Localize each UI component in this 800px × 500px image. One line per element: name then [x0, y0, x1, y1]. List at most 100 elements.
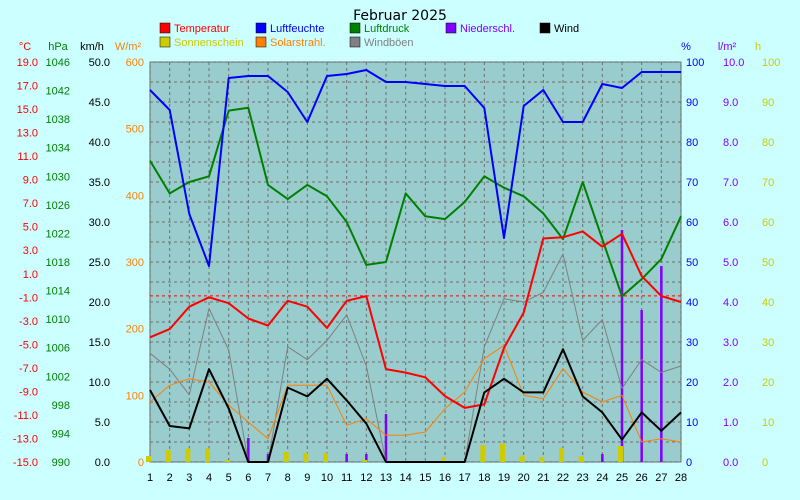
- tick-label-temp: 3.0: [23, 245, 38, 257]
- tick-label-sun: 80: [762, 137, 774, 149]
- tick-label-wind: 10.0: [89, 377, 110, 389]
- legend-label: Sonnenschein: [174, 37, 244, 49]
- x-tick-label: 10: [321, 472, 333, 484]
- tick-label-hum: 30: [686, 337, 698, 349]
- tick-label-temp: 19.0: [17, 57, 38, 69]
- tick-label-sun: 70: [762, 177, 774, 189]
- legend-swatch: [159, 36, 171, 48]
- tick-label-rain: 2.0: [723, 377, 738, 389]
- bar-sonnenschein: [480, 445, 486, 462]
- tick-label-sun: 40: [762, 297, 774, 309]
- x-tick-label: 6: [245, 472, 251, 484]
- legend-label: Windböen: [364, 37, 414, 49]
- x-tick-label: 24: [596, 472, 608, 484]
- tick-label-rain: 1.0: [723, 417, 738, 429]
- bar-niederschl: [620, 230, 624, 462]
- tick-label-press: 1018: [46, 257, 70, 269]
- tick-label-solar: 0: [138, 457, 144, 469]
- tick-label-solar: 400: [126, 190, 144, 202]
- bar-niederschl: [365, 454, 368, 462]
- bar-sonnenschein: [303, 453, 309, 462]
- series-line-wind: [149, 348, 682, 463]
- tick-label-press: 1010: [46, 314, 70, 326]
- tick-label-temp: 1.0: [23, 269, 38, 281]
- bar-sonnenschein: [500, 443, 505, 462]
- tick-label-press: 1026: [46, 200, 70, 212]
- bar-sonnenschein: [185, 448, 191, 462]
- legend-label: Solarstrahl.: [270, 37, 326, 49]
- tick-label-press: 1046: [46, 57, 70, 69]
- tick-label-sun: 10: [762, 417, 774, 429]
- x-tick-label: 16: [439, 472, 451, 484]
- x-tick-label: 17: [459, 472, 471, 484]
- axis-unit-sun: h: [755, 41, 761, 53]
- tick-label-sun: 0: [762, 457, 768, 469]
- tick-label-temp: 13.0: [17, 128, 38, 140]
- axis-unit-temp: °C: [19, 41, 31, 53]
- tick-label-press: 990: [52, 457, 70, 469]
- x-tick-label: 15: [419, 472, 431, 484]
- tick-label-hum: 80: [686, 137, 698, 149]
- x-tick-label: 26: [636, 472, 648, 484]
- bar-niederschl: [660, 266, 663, 462]
- tick-label-press: 1038: [46, 114, 70, 126]
- legend-label: Temperatur: [174, 23, 230, 35]
- bar-sonnenschein: [165, 450, 171, 462]
- tick-label-press: 998: [52, 400, 70, 412]
- chart-title: Februar 2025: [353, 8, 447, 24]
- bar-sonnenschein: [224, 460, 230, 462]
- x-tick-label: 28: [675, 472, 687, 484]
- axis-unit-solar: W/m²: [115, 41, 142, 53]
- tick-label-temp: -1.0: [19, 292, 38, 304]
- x-tick-label: 12: [360, 472, 372, 484]
- bar-niederschl: [266, 454, 270, 462]
- x-tick-label: 1: [147, 472, 153, 484]
- tick-label-wind: 45.0: [89, 97, 110, 109]
- tick-label-hum: 40: [686, 297, 698, 309]
- tick-label-rain: 3.0: [723, 337, 738, 349]
- bar-sonnenschein: [441, 457, 446, 462]
- tick-label-sun: 60: [762, 217, 774, 229]
- x-tick-label: 11: [341, 472, 352, 484]
- tick-label-sun: 30: [762, 337, 774, 349]
- tick-label-temp: -11.0: [14, 410, 38, 422]
- series-line-solarstrahl: [149, 344, 682, 443]
- tick-label-temp: -7.0: [19, 363, 38, 375]
- x-tick-label: 27: [655, 472, 667, 484]
- bar-sonnenschein: [559, 448, 564, 462]
- tick-label-press: 1006: [46, 343, 70, 355]
- tick-label-press: 1014: [46, 286, 70, 298]
- series-line-temperatur: [149, 230, 682, 409]
- tick-label-press: 1042: [46, 86, 70, 98]
- legend-swatch: [255, 22, 267, 34]
- tick-label-press: 1034: [46, 143, 70, 155]
- tick-label-hum: 60: [686, 217, 698, 229]
- tick-label-wind: 35.0: [89, 177, 110, 189]
- bar-niederschl: [345, 454, 348, 462]
- tick-label-sun: 100: [762, 57, 780, 69]
- tick-label-sun: 50: [762, 257, 774, 269]
- legend-swatch: [349, 22, 361, 34]
- x-tick-label: 20: [518, 472, 530, 484]
- bar-sonnenschein: [539, 457, 545, 462]
- tick-label-temp: -15.0: [13, 457, 38, 469]
- legend-swatch: [349, 36, 361, 48]
- bar-sonnenschein: [146, 456, 151, 462]
- tick-label-wind: 25.0: [89, 257, 110, 269]
- grid: [149, 61, 682, 463]
- tick-label-rain: 6.0: [723, 217, 738, 229]
- x-tick-label: 3: [186, 472, 192, 484]
- legend-label: Luftfeuchte: [270, 23, 324, 35]
- series-line-luftdruck: [149, 106, 682, 298]
- x-tick-label: 19: [498, 472, 510, 484]
- x-tick-label: 14: [400, 472, 412, 484]
- bar-niederschl: [384, 414, 388, 462]
- tick-label-solar: 600: [126, 57, 144, 69]
- legend-swatch: [445, 22, 457, 34]
- bar-sonnenschein: [618, 446, 623, 462]
- bar-niederschl: [640, 310, 643, 462]
- x-tick-label: 25: [616, 472, 628, 484]
- x-tick-label: 21: [537, 472, 549, 484]
- tick-label-wind: 5.0: [95, 417, 110, 429]
- axis-unit-press: hPa: [48, 41, 68, 53]
